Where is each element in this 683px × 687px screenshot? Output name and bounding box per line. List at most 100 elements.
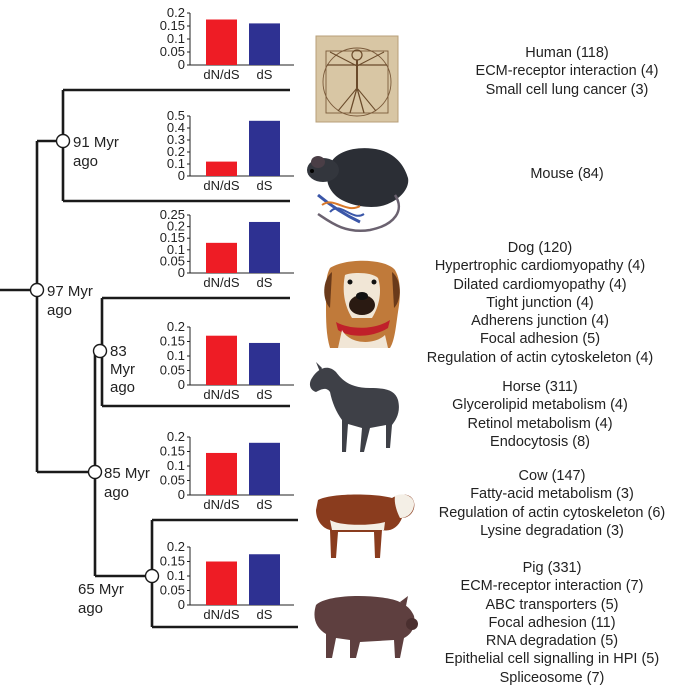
y-tick-label: 0.2 (167, 539, 185, 554)
bar-chart-mouse: 00.10.20.30.40.5 dN/dS dS (167, 108, 294, 193)
node-97 (29, 282, 45, 298)
node-label-83-line1: 83 (110, 343, 127, 360)
y-tick-label: 0.1 (167, 31, 185, 46)
human-pathway: Small cell lung cancer (3) (485, 81, 649, 98)
y-tick-label: 0.15 (160, 334, 185, 349)
cow-pathway: Regulation of actin cytoskeleton (6) (438, 504, 666, 521)
bar-ds (249, 221, 280, 273)
x-tick-label: dS (257, 497, 273, 512)
pig-pathway: RNA degradation (5) (485, 633, 619, 650)
node-65 (144, 568, 160, 584)
species-pig-title: Pig (331) (522, 560, 582, 576)
y-tick-label: 0.05 (160, 473, 185, 488)
node-85 (87, 464, 103, 480)
horse-pathway: Endocytosis (8) (490, 433, 590, 450)
bar-dn-ds (206, 242, 237, 273)
bar-dn-ds (206, 19, 237, 65)
bar-chart-pig: 00.050.10.150.2 dN/dS dS (160, 539, 294, 622)
x-tick-label: dN/dS (203, 67, 239, 82)
species-cow-title: Cow (147) (518, 468, 586, 484)
y-tick-label: 0.1 (167, 568, 185, 583)
pig-icon (314, 596, 418, 658)
x-tick-label: dS (257, 387, 273, 402)
mouse-icon (307, 148, 409, 233)
dog-pathway: Tight junction (4) (486, 294, 594, 311)
y-tick-label: 0.4 (167, 120, 185, 135)
pig-pathway: Focal adhesion (11) (488, 614, 616, 631)
node-label-83-line3: ago (110, 379, 135, 396)
bar-chart-horse: 00.050.10.150.2 dN/dS dS (160, 319, 294, 402)
y-tick-label: 0 (178, 265, 185, 280)
y-tick-label: 0.15 (160, 444, 185, 459)
y-tick-label: 0.3 (167, 132, 185, 147)
species-horse: Horse (311) Glycerolipid metabolism (4) … (390, 378, 683, 451)
species-cow: Cow (147) Fatty-acid metabolism (3) Regu… (402, 467, 683, 540)
x-tick-label: dN/dS (203, 178, 239, 193)
node-label-97-line2: ago (47, 302, 72, 319)
species-dog: Dog (120) Hypertrophic cardiomyopathy (4… (390, 239, 683, 367)
y-tick-label: 0.15 (160, 554, 185, 569)
x-tick-label: dS (257, 275, 273, 290)
y-tick-label: 0.25 (160, 207, 185, 222)
node-label-91-line1: 91 Myr (73, 134, 119, 151)
species-human-title: Human (118) (525, 45, 609, 61)
dog-pathway: Adherens junction (4) (471, 313, 609, 330)
node-label-85-line1: 85 Myr (104, 465, 150, 482)
y-tick-label: 0 (178, 377, 185, 392)
bar-dn-ds (206, 161, 237, 176)
y-tick-label: 0.05 (160, 363, 185, 378)
x-tick-label: dS (257, 178, 273, 193)
horse-pathway: Glycerolipid metabolism (4) (452, 397, 628, 414)
node-label-65-line1: 65 Myr (78, 581, 124, 598)
bar-chart-cow: 00.050.10.150.2 dN/dS dS (160, 429, 294, 512)
node-91 (55, 133, 71, 149)
species-mouse-title: Mouse (84) (530, 166, 604, 182)
y-tick-label: 0.1 (167, 156, 185, 171)
species-horse-title: Horse (311) (502, 379, 578, 395)
bar-chart-dog: 00.050.10.150.20.25 dN/dS dS (160, 207, 294, 290)
cow-icon (316, 494, 415, 558)
bar-dn-ds (206, 561, 237, 605)
dog-pathway: Hypertrophic cardiomyopathy (4) (434, 258, 646, 275)
species-pig: Pig (331) ECM-receptor interaction (7) A… (402, 559, 683, 687)
horse-pathway: Retinol metabolism (4) (467, 415, 613, 432)
dog-pathway: Dilated cardiomyopathy (4) (453, 276, 627, 293)
y-tick-label: 0.2 (167, 429, 185, 444)
bar-ds (249, 23, 280, 65)
x-tick-label: dN/dS (203, 497, 239, 512)
node-label-85-line2: ago (104, 484, 129, 501)
dog-pathway: Regulation of actin cytoskeleton (4) (426, 349, 654, 366)
bar-dn-ds (206, 335, 237, 385)
human-pathway: ECM-receptor interaction (4) (475, 63, 659, 80)
pig-pathway: ECM-receptor interaction (7) (460, 578, 644, 595)
species-human: Human (118) ECM-receptor interaction (4)… (417, 44, 683, 99)
y-tick-label: 0.1 (167, 458, 185, 473)
y-tick-label: 0.05 (160, 44, 185, 59)
species-mouse: Mouse (84) (417, 165, 683, 183)
y-tick-label: 0.2 (167, 319, 185, 334)
y-tick-label: 0 (178, 487, 185, 502)
dog-pathway: Focal adhesion (5) (479, 331, 601, 348)
y-tick-label: 0.15 (160, 230, 185, 245)
cow-pathway: Fatty-acid metabolism (3) (470, 486, 634, 503)
vitruvian-man-icon (315, 35, 399, 123)
species-dog-title: Dog (120) (507, 240, 573, 256)
pig-pathway: Spliceosome (7) (499, 669, 605, 686)
y-tick-label: 0.1 (167, 348, 185, 363)
bar-ds (249, 554, 280, 605)
x-tick-label: dS (257, 67, 273, 82)
node-label-65-line2: ago (78, 600, 103, 617)
y-tick-label: 0.2 (167, 219, 185, 234)
y-tick-label: 0 (178, 168, 185, 183)
y-tick-label: 0.2 (167, 5, 185, 20)
y-tick-label: 0.05 (160, 253, 185, 268)
node-label-91-line2: ago (73, 153, 98, 170)
cow-pathway: Lysine degradation (3) (480, 522, 624, 539)
dog-icon (324, 260, 400, 348)
node-83 (92, 343, 108, 359)
y-tick-label: 0 (178, 597, 185, 612)
bar-dn-ds (206, 452, 237, 495)
x-tick-label: dS (257, 607, 273, 622)
bar-chart-human: 00.050.10.150.2 dN/dS dS (160, 5, 294, 82)
